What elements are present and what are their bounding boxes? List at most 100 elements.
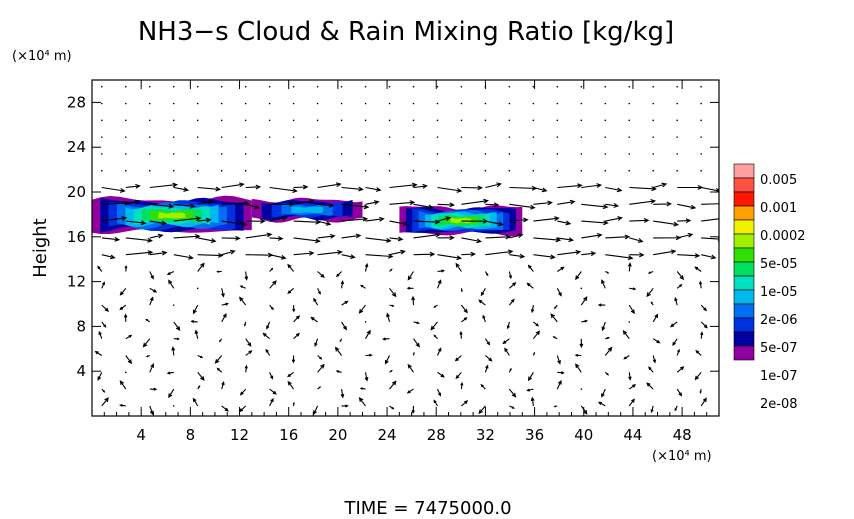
wind-vector-arrow <box>269 280 277 289</box>
wind-vector-arrow <box>365 216 385 222</box>
wind-vector-arrow <box>287 263 295 272</box>
wind-vector-arrow <box>700 397 707 407</box>
wind-vector-arrow <box>335 370 342 373</box>
wind-vector-arrow <box>168 279 175 289</box>
wind-vector-arrow <box>695 349 702 356</box>
wind-vector-arrow <box>460 288 463 293</box>
wind-vector-arrow <box>700 304 708 312</box>
vector-dot <box>101 169 103 172</box>
vector-dot <box>460 153 463 155</box>
vector-dot <box>364 169 367 172</box>
wind-vector-arrow <box>293 332 300 340</box>
vector-dot <box>508 119 511 122</box>
wind-vectors <box>94 85 719 416</box>
wind-vector-arrow <box>197 217 212 223</box>
wind-vector-arrow <box>101 281 106 289</box>
wind-vector-arrow <box>482 314 486 323</box>
y-axis-label: Height <box>30 218 51 278</box>
colorbar-swatch <box>733 331 755 347</box>
wind-vector-arrow <box>101 321 107 328</box>
wind-vector-arrow <box>269 397 274 407</box>
wind-vector-arrow <box>436 279 442 289</box>
wind-vector-arrow <box>216 367 223 373</box>
wind-vector-arrow <box>125 237 153 243</box>
wind-vector-arrow <box>389 369 393 373</box>
wind-vector-arrow <box>269 372 274 380</box>
vector-dot <box>125 102 127 105</box>
colorbar-swatch <box>733 163 755 179</box>
wind-vector-arrow <box>461 185 483 191</box>
wind-vector-arrow <box>221 220 248 227</box>
wind-vector-arrow <box>605 254 634 261</box>
wind-vector-arrow <box>629 217 650 223</box>
wind-vector-arrow <box>605 271 610 274</box>
wind-vector-arrow <box>527 372 534 382</box>
vector-dot <box>484 102 487 105</box>
vector-dot <box>244 85 247 88</box>
wind-vector-arrow <box>506 321 510 330</box>
wind-vector-arrow <box>313 405 319 416</box>
wind-vector-arrow <box>269 254 287 260</box>
wind-vector-arrow <box>359 387 366 390</box>
wind-vector-arrow <box>485 202 500 208</box>
colorbar-label: 5e-05 <box>760 257 798 272</box>
wind-vector-arrow <box>597 303 606 307</box>
vector-dot <box>148 153 151 155</box>
wind-vector-arrow <box>389 200 416 206</box>
wind-vector-arrow <box>382 337 390 341</box>
wind-vector-arrow <box>648 366 654 373</box>
wind-vector-arrow <box>149 287 158 293</box>
vector-dot <box>412 153 415 155</box>
wind-vector-arrow <box>317 182 342 189</box>
vector-dot <box>148 102 151 105</box>
wind-vector-arrow <box>239 296 247 306</box>
vector-dot <box>604 136 607 138</box>
wind-vector-arrow <box>243 321 247 327</box>
wind-vector-arrow <box>269 304 274 311</box>
wind-vector-arrow <box>437 216 452 222</box>
vector-dot <box>460 119 463 122</box>
wind-vector-arrow <box>530 305 535 314</box>
cloud-contour <box>291 206 323 214</box>
vector-dot <box>268 85 271 88</box>
vector-dot <box>580 153 583 155</box>
wind-vector-arrow <box>437 269 446 273</box>
vector-dot <box>220 169 223 172</box>
wind-vector-arrow <box>652 338 661 344</box>
wind-vector-arrow <box>484 338 491 346</box>
wind-vector-arrow <box>125 250 154 256</box>
wind-vector-arrow <box>314 338 319 348</box>
y-unit-label: (×10⁴ m) <box>12 49 72 64</box>
vector-dot <box>580 119 583 122</box>
wind-vector-arrow <box>239 285 246 289</box>
wind-vector-arrow <box>341 186 364 192</box>
wind-vector-arrow <box>413 251 436 257</box>
wind-vector-arrow <box>101 388 106 393</box>
vector-dot <box>244 136 247 138</box>
x-tick-label: 24 <box>378 426 397 444</box>
vector-dot <box>436 102 439 105</box>
vector-dot <box>676 136 678 138</box>
wind-vector-arrow <box>245 203 261 210</box>
vector-dot <box>412 85 415 88</box>
wind-vector-arrow <box>623 355 630 360</box>
wind-vector-arrow <box>698 280 703 289</box>
wind-vector-arrow <box>149 271 154 280</box>
y-tick-label: 8 <box>76 317 86 335</box>
wind-vector-arrow <box>145 318 151 323</box>
vector-dot <box>484 169 487 172</box>
wind-vector-arrow <box>149 405 154 416</box>
wind-vector-arrow <box>509 203 536 210</box>
vector-dot <box>220 119 223 122</box>
wind-vector-arrow <box>101 397 109 407</box>
wind-vector-arrow <box>341 216 369 222</box>
vector-dot <box>580 287 583 290</box>
x-tick-label: 40 <box>574 426 593 444</box>
wind-vector-arrow <box>575 271 582 281</box>
vector-dot <box>628 153 631 155</box>
wind-vector-arrow <box>197 199 215 205</box>
wind-vector-arrow <box>627 262 632 272</box>
vector-dot <box>196 169 199 172</box>
wind-vector-arrow <box>454 355 462 362</box>
vector-dot <box>172 304 175 306</box>
